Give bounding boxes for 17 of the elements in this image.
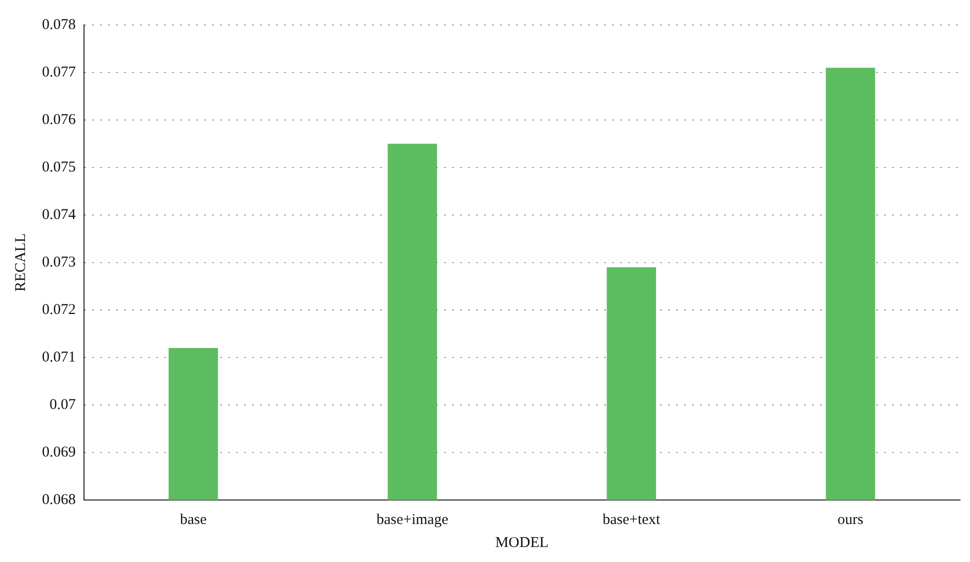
y-tick-label: 0.07 xyxy=(50,396,76,413)
y-tick-label: 0.072 xyxy=(42,302,76,318)
x-tick-label: base+text xyxy=(602,512,662,528)
y-tick-label: 0.068 xyxy=(42,492,76,508)
y-tick-label: 0.075 xyxy=(42,159,76,176)
y-tick-label: 0.074 xyxy=(42,206,76,223)
x-tick-label: base xyxy=(180,512,207,528)
x-tick-label: ours xyxy=(838,512,864,528)
x-axis-title: MODEL xyxy=(495,534,549,551)
y-tick-label: 0.073 xyxy=(42,254,76,270)
y-axis-title: RECALL xyxy=(12,233,29,292)
y-tick-label: 0.077 xyxy=(42,64,76,80)
y-tick-label: 0.071 xyxy=(42,349,76,366)
y-tick-label: 0.069 xyxy=(42,444,76,460)
y-tick-label: 0.078 xyxy=(42,16,76,33)
y-tick-label: 0.076 xyxy=(42,112,76,128)
x-tick-label: base+image xyxy=(376,512,449,528)
